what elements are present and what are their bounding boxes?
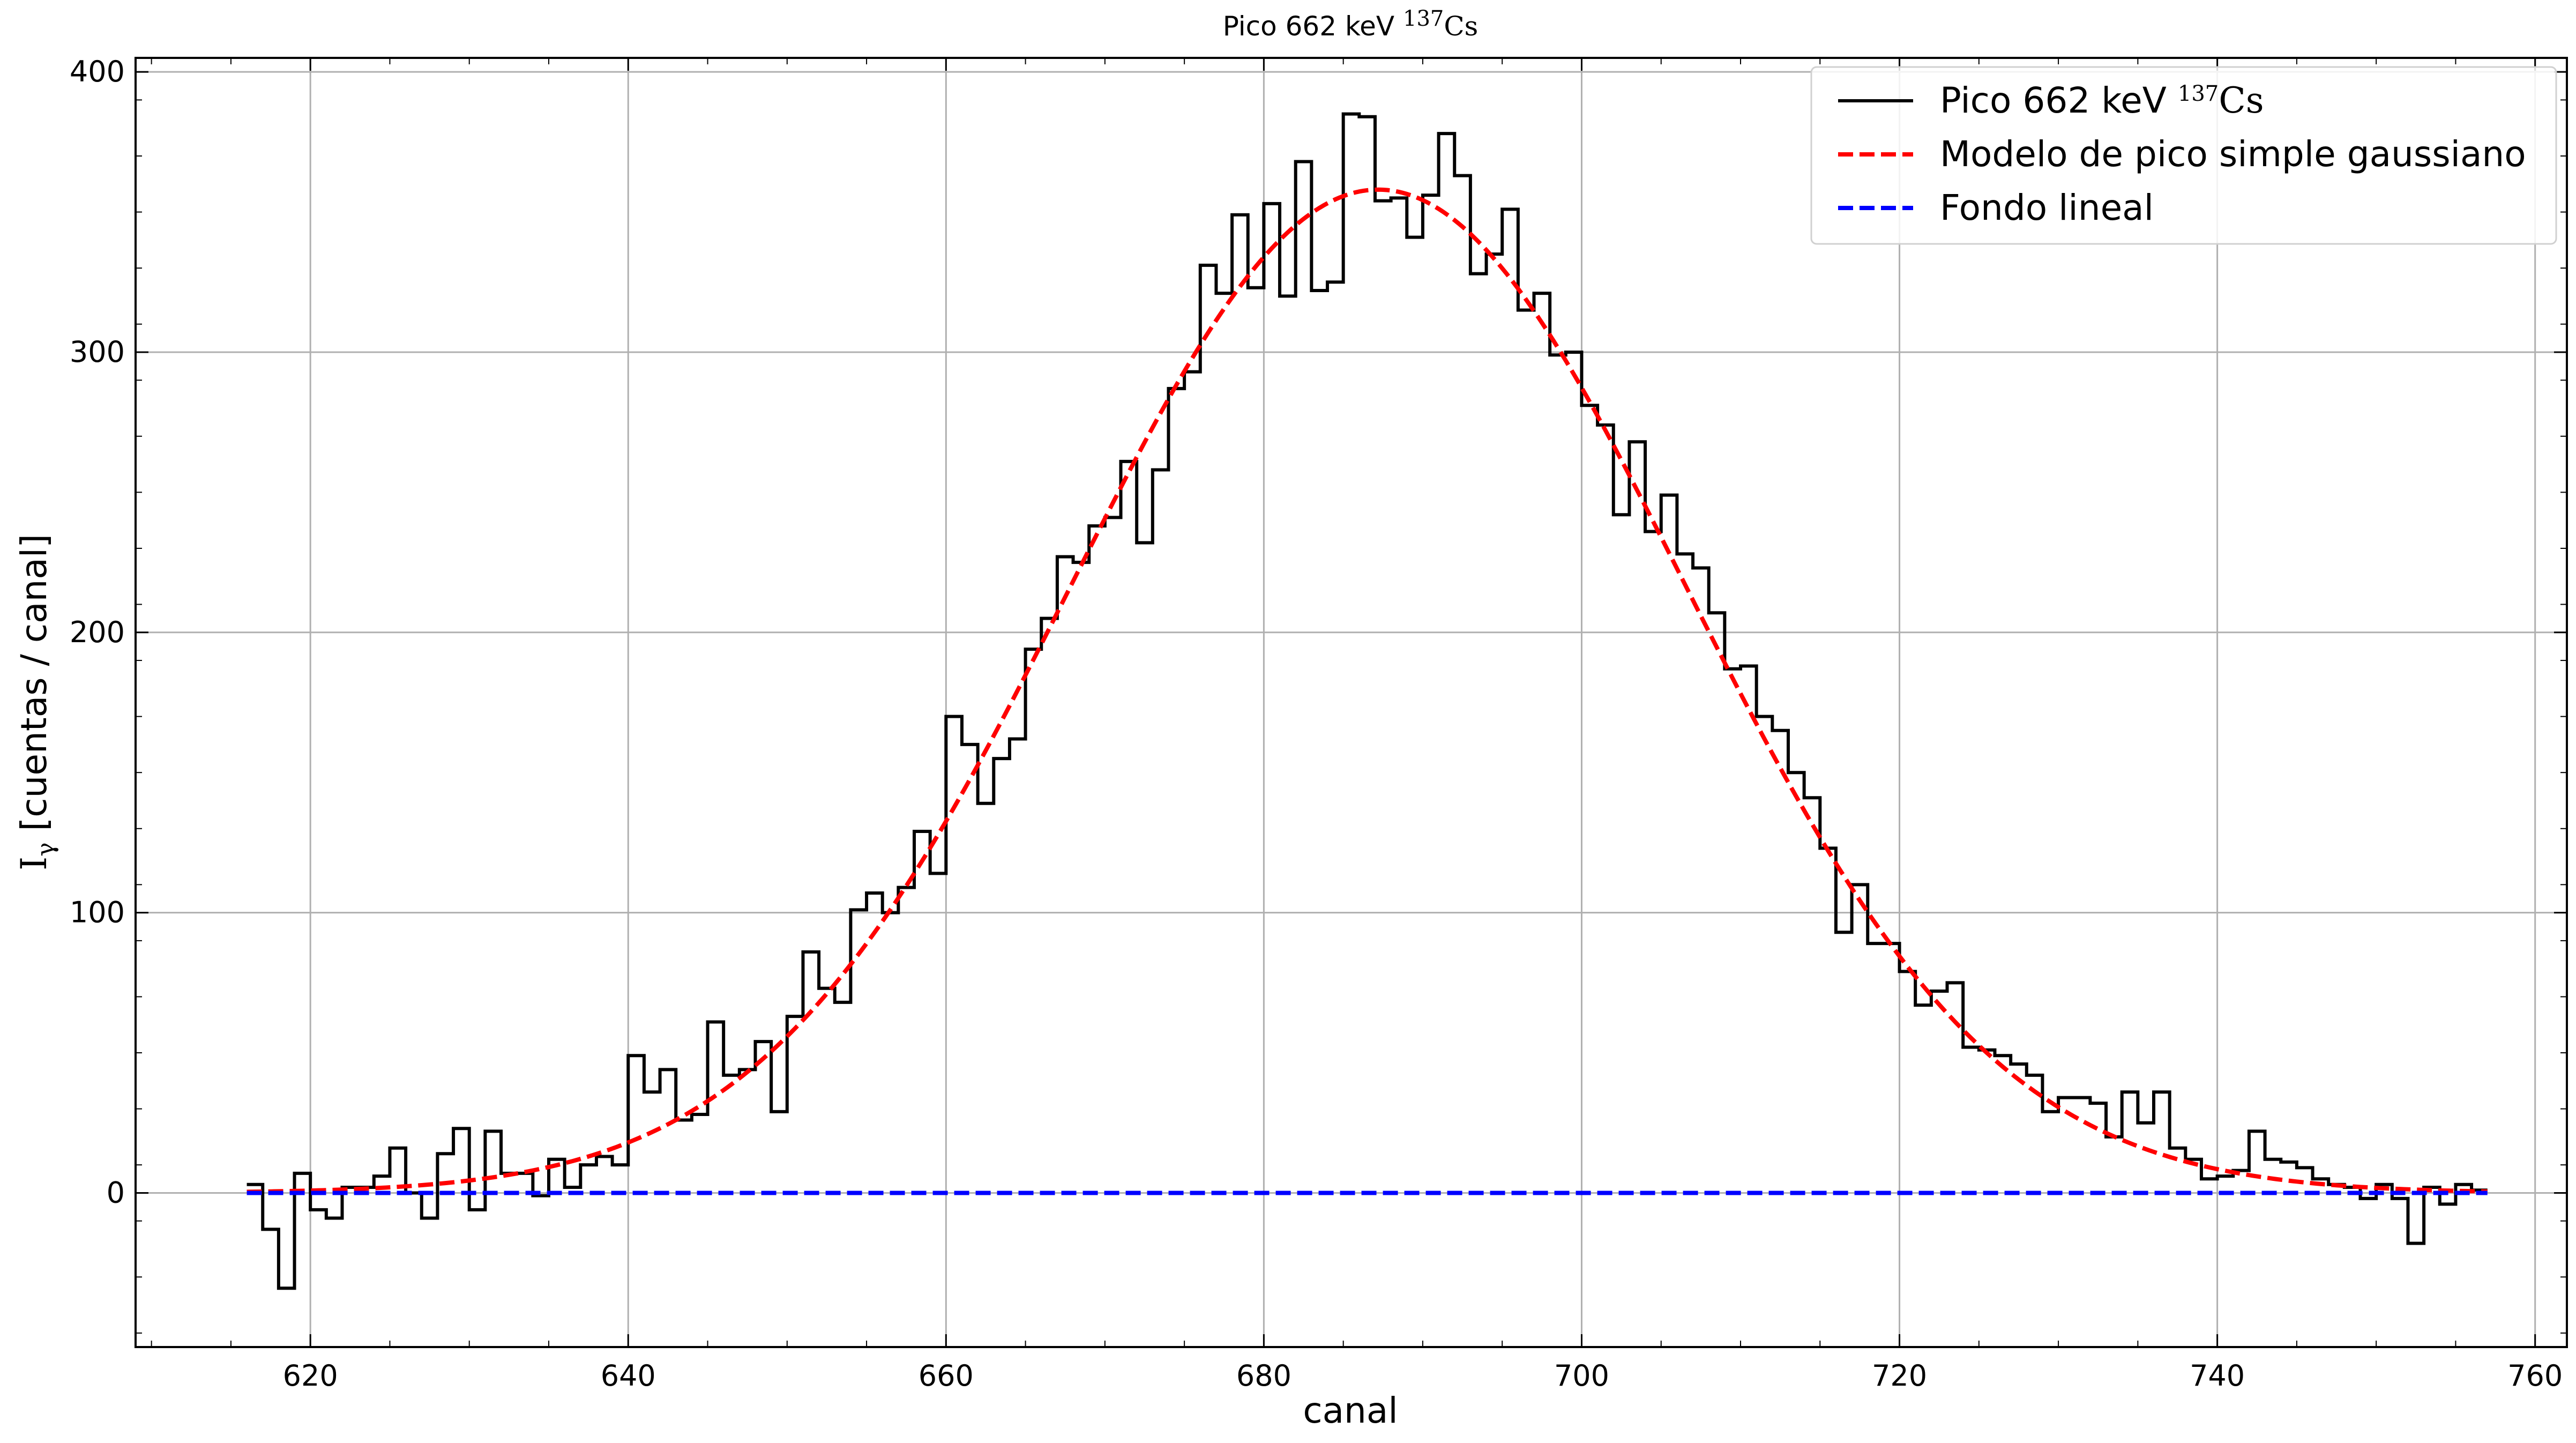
x-tick-label: 640 <box>601 1359 656 1393</box>
y-tick-label: 0 <box>107 1176 125 1209</box>
legend-box <box>1810 66 2557 245</box>
x-tick-label: 660 <box>919 1359 974 1393</box>
x-tick-label: 720 <box>1872 1359 1927 1393</box>
series-gaussian-model <box>247 187 2488 1194</box>
grid <box>136 58 2567 1347</box>
x-tick-label: 760 <box>2507 1359 2563 1393</box>
y-tick-label: 100 <box>70 896 125 929</box>
x-tick-label: 740 <box>2190 1359 2245 1393</box>
series-spectrum-step <box>247 112 2488 1290</box>
legend-label-spectrum: Pico 662 keV 137Cs <box>1940 80 2264 121</box>
y-tick-label: 400 <box>70 55 125 88</box>
legend-label-background: Fondo lineal <box>1940 187 2154 228</box>
x-tick-label: 700 <box>1554 1359 1609 1393</box>
plot-area <box>136 58 2567 1347</box>
y-tick-label: 300 <box>70 335 125 369</box>
y-axis-label: Iγ [cuentas / canal] <box>13 534 59 871</box>
x-axis-label: canal <box>1303 1390 1398 1431</box>
x-tick-label: 680 <box>1236 1359 1291 1393</box>
series-layer <box>247 112 2488 1290</box>
chart-title-iso-mass: 137 <box>1403 6 1444 31</box>
tick-labels: 620 640 660 680 700 720 740 760 0 100 200 300 400 <box>70 55 2563 1393</box>
y-tick-label: 200 <box>70 615 125 649</box>
legend-label-gaussian: Modelo de pico simple gaussiano <box>1940 133 2526 175</box>
x-tick-label: 620 <box>283 1359 338 1393</box>
plot-frame <box>135 57 2568 1348</box>
chart-title: Pico 662 keV 137Cs <box>1223 6 1479 42</box>
legend: Pico 662 keV 137Cs Modelo de pico simple… <box>1810 66 2557 245</box>
chart-title-iso-elem: Cs <box>1444 11 1478 42</box>
